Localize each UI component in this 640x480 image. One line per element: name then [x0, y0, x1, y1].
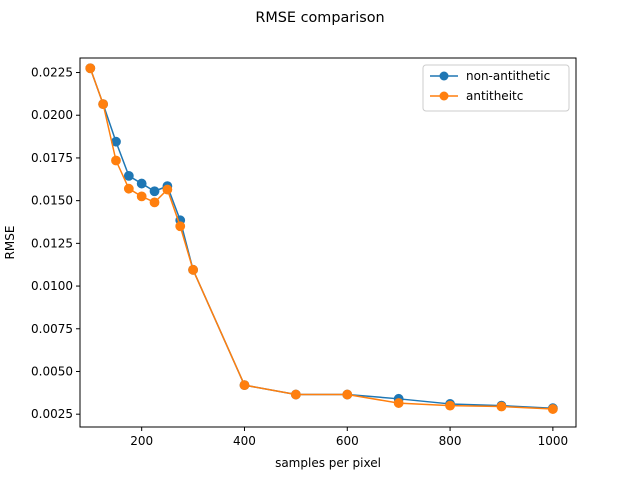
y-tick-label: 0.0050: [31, 364, 73, 378]
data-point: [547, 404, 558, 414]
legend-box: [422, 64, 570, 112]
legend: non-antithetic antitheitc: [422, 64, 570, 112]
data-point: [136, 178, 147, 189]
y-tick-label: 0.0125: [31, 236, 73, 250]
series-layer: [85, 63, 558, 414]
series-line: [89, 67, 553, 409]
data-point: [188, 264, 198, 275]
y-axis-title: RMSE: [3, 226, 17, 260]
x-tick-label: 200: [130, 434, 153, 448]
data-point: [136, 191, 147, 202]
data-point: [445, 400, 455, 411]
legend-label: non-antithetic: [466, 69, 550, 83]
legend-label: antitheitc: [466, 89, 523, 103]
x-tick-label: 400: [233, 434, 256, 448]
data-point: [123, 170, 134, 181]
data-point: [239, 380, 250, 391]
legend-swatch-marker: [439, 91, 449, 101]
x-tick-label: 800: [439, 434, 462, 448]
y-tick-label: 0.0100: [31, 279, 73, 293]
data-point: [85, 63, 96, 74]
data-point: [393, 398, 404, 408]
data-point: [98, 99, 109, 110]
x-axis: 200 400 600 800 1000: [130, 427, 568, 448]
data-point: [175, 221, 186, 232]
x-axis-title: samples per pixel: [275, 456, 381, 470]
data-point: [342, 389, 353, 400]
y-axis: 0.0025 0.0050 0.0075 0.0100 0.0125 0.0150 0.01…: [31, 66, 80, 421]
data-point: [111, 155, 121, 166]
y-tick-label: 0.0175: [31, 151, 73, 165]
series-line: [89, 67, 553, 410]
series-antitheitc: [85, 63, 558, 414]
x-tick-label: 600: [336, 434, 359, 448]
chart-title: RMSE comparison: [255, 10, 384, 26]
data-point: [123, 183, 134, 194]
plot-area: [79, 57, 577, 428]
x-tick-label: 1000: [538, 434, 569, 448]
y-tick-label: 0.0075: [31, 322, 73, 336]
data-point: [149, 186, 160, 197]
y-tick-label: 0.0150: [31, 194, 73, 208]
legend-swatch-marker: [439, 71, 449, 81]
data-point: [149, 197, 160, 208]
y-tick-label: 0.0200: [31, 108, 73, 122]
data-point: [290, 389, 301, 400]
y-tick-label: 0.0025: [31, 407, 73, 421]
data-point: [162, 184, 173, 195]
data-point: [496, 401, 507, 412]
y-tick-label: 0.0225: [31, 66, 73, 80]
